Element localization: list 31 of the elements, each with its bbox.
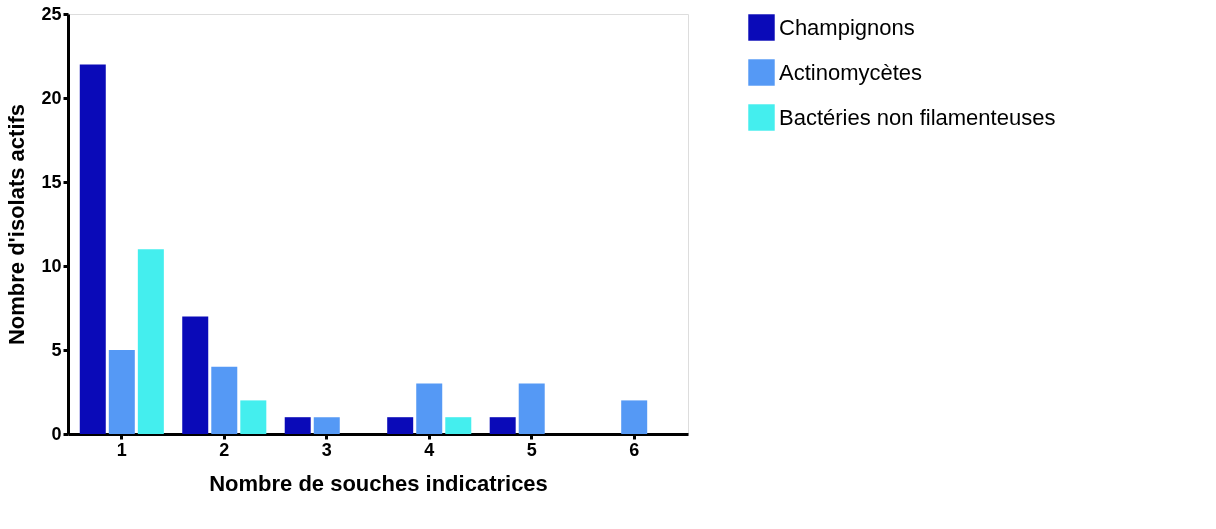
y-tick-label: 5 — [51, 339, 62, 360]
y-tick-label: 25 — [41, 3, 62, 24]
legend-label: Bactéries non filamenteuses — [779, 104, 1056, 130]
y-tick-label: 20 — [41, 87, 62, 108]
x-tick-label: 5 — [526, 439, 537, 460]
x-tick-label: 2 — [219, 439, 230, 460]
bar — [518, 383, 545, 434]
bar — [182, 316, 209, 434]
x-tick-label: 4 — [424, 439, 435, 460]
bar — [387, 417, 414, 434]
bar — [137, 249, 164, 434]
y-tick-label: 10 — [41, 255, 62, 276]
bar — [240, 400, 267, 434]
legend-label: Actinomycètes — [779, 59, 923, 85]
y-tick-label: 15 — [41, 171, 62, 192]
bar — [416, 383, 443, 434]
bar — [79, 64, 106, 434]
bar — [211, 366, 238, 434]
x-tick-label: 6 — [629, 439, 640, 460]
x-tick-label: 3 — [321, 439, 332, 460]
bar — [284, 417, 311, 434]
bar — [621, 400, 648, 434]
bar — [445, 417, 472, 434]
legend-label: Champignons — [779, 14, 915, 40]
y-tick-label: 0 — [51, 423, 62, 444]
bar — [313, 417, 340, 434]
bar — [489, 417, 516, 434]
bar — [108, 350, 135, 434]
x-axis-title: Nombre de souches indicatrices — [209, 470, 548, 496]
x-tick-label: 1 — [116, 439, 127, 460]
y-axis-title: Nombre d'isolats actifs — [4, 103, 30, 346]
